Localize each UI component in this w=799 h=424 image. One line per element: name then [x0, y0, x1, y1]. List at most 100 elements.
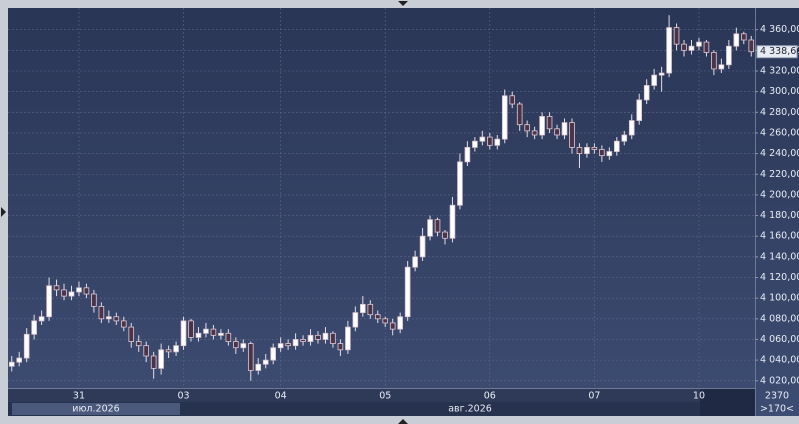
y-tick-label: 4 040,00 — [760, 355, 799, 366]
candle-body — [703, 41, 710, 53]
candle-body — [666, 27, 672, 74]
left-handle[interactable] — [1, 207, 6, 217]
scroll-block — [700, 389, 755, 416]
candle-body — [449, 204, 456, 239]
candle-body — [487, 136, 493, 146]
candle-body — [464, 147, 471, 163]
x-tick-label: 05 — [379, 391, 391, 402]
candle-body — [98, 306, 105, 320]
candle-body — [91, 293, 97, 307]
candle-body — [726, 45, 732, 66]
candle-body — [651, 74, 657, 86]
candle-body — [83, 287, 90, 295]
candle-body — [494, 138, 501, 146]
month-label: авг.2026 — [448, 404, 492, 415]
candle-body — [584, 147, 590, 154]
candle-body — [472, 140, 478, 148]
candle-body — [711, 52, 717, 70]
candle-body — [501, 95, 508, 140]
y-tick-label: 4 080,00 — [760, 313, 799, 324]
candle-body — [748, 39, 755, 53]
plot-background — [8, 8, 799, 416]
candle-body — [188, 320, 194, 338]
candle-body — [23, 333, 30, 359]
candle-body — [61, 289, 67, 297]
candle-body — [561, 122, 568, 136]
candle-body — [374, 314, 381, 320]
y-tick-label: 4 260,00 — [760, 127, 799, 138]
candle-body — [599, 149, 605, 157]
y-tick-label: 4 120,00 — [760, 272, 799, 283]
candle-body — [367, 303, 374, 316]
candle-body — [479, 136, 486, 142]
candle-body — [576, 147, 583, 154]
candle-body — [643, 85, 650, 101]
x-tick-label: 04 — [275, 391, 287, 402]
candle-body — [733, 33, 740, 47]
candle-body — [658, 72, 665, 76]
candle-body — [457, 161, 463, 206]
candle-body — [240, 343, 247, 349]
candle-body — [412, 256, 418, 268]
candle-body — [546, 116, 553, 130]
x-tick-label: 07 — [588, 391, 600, 402]
candle-body — [225, 332, 232, 342]
x-tick-label: 03 — [177, 391, 189, 402]
candle-body — [345, 326, 351, 351]
candle-body — [524, 124, 530, 132]
candle-body — [150, 355, 157, 369]
candle-body — [614, 140, 620, 152]
candle-body — [688, 45, 695, 51]
candle-body — [606, 151, 613, 157]
candle-body — [673, 27, 680, 45]
candle-body — [143, 345, 149, 357]
candle-body — [539, 116, 545, 136]
labels: 4 020,00 4 040,00 4 060,00 4 080,00 4 100,00… — [72, 24, 799, 414]
candle-body — [315, 334, 321, 340]
candle-body — [300, 339, 306, 342]
bottom-handle[interactable] — [398, 419, 408, 424]
candle-body — [38, 316, 45, 322]
candle-body — [210, 328, 217, 336]
candle-body — [628, 120, 635, 136]
candle-body — [262, 359, 269, 365]
candle-body — [442, 231, 448, 239]
y-tick-label: 4 100,00 — [760, 293, 799, 304]
candle-body — [135, 341, 142, 347]
candle-body — [247, 343, 254, 371]
candle-body — [554, 128, 560, 136]
last-price-label: 4 338,66 — [760, 46, 799, 57]
candle-body — [31, 320, 37, 335]
candle-body — [718, 64, 725, 70]
y-tick-label: 4 360,00 — [760, 24, 799, 35]
candle-body — [173, 345, 179, 353]
candle-body — [330, 332, 336, 344]
month-band — [8, 402, 756, 416]
candle-body — [591, 147, 598, 150]
month-label: июл.2026 — [72, 404, 119, 415]
candle-body — [120, 320, 127, 328]
footer-count: 2370 — [765, 391, 789, 402]
candle-body — [292, 339, 299, 347]
candle-body — [389, 322, 396, 330]
candle-body — [382, 318, 389, 324]
candle-body — [53, 285, 60, 291]
candle-body — [531, 130, 538, 136]
y-tick-label: 4 280,00 — [760, 107, 799, 118]
candle-body — [360, 303, 366, 314]
x-tick-label: 06 — [484, 391, 496, 402]
candle-body — [307, 334, 314, 342]
top-handle[interactable] — [398, 1, 408, 6]
candle-body — [352, 312, 359, 328]
y-tick-label: 4 140,00 — [760, 251, 799, 262]
candle-body — [322, 332, 329, 340]
candle-body — [509, 95, 516, 105]
y-tick-label: 4 240,00 — [760, 148, 799, 159]
candle-body — [255, 363, 262, 371]
candle-body — [434, 219, 441, 233]
candle-body — [427, 219, 433, 237]
month-highlight — [12, 403, 180, 415]
candle-body — [621, 134, 628, 142]
candle-body — [46, 285, 52, 318]
